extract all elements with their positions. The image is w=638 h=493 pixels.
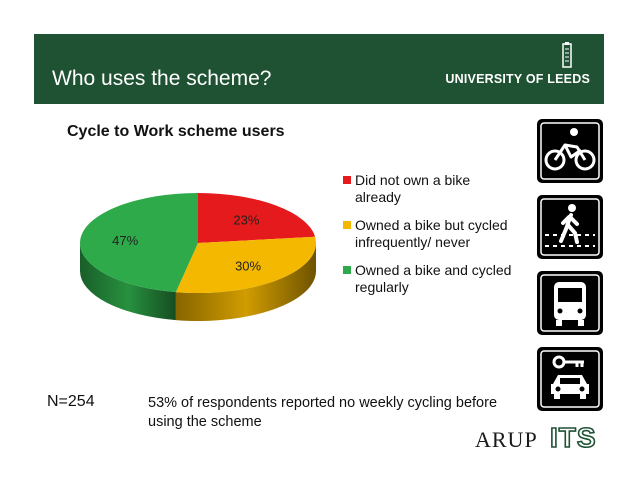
bus-icon [537, 271, 603, 335]
pie-slice [175, 236, 316, 293]
slide-title: Who uses the scheme? [52, 67, 272, 90]
university-crest-icon [562, 42, 572, 68]
pie-slice [79, 193, 198, 293]
pie-data-label: 47% [112, 233, 138, 248]
svg-text:ITS: ITS [550, 422, 597, 452]
legend-item: Did not own a bike already [343, 172, 513, 206]
legend-label: Owned a bike and cycled regularly [355, 262, 512, 295]
pie-slice [198, 193, 316, 243]
pie-side [80, 243, 176, 321]
header-banner: Who uses the scheme? UNIVERSITY OF LEEDS [34, 34, 604, 104]
legend-swatch [343, 221, 351, 229]
legend-item: Owned a bike and cycled regularly [343, 262, 513, 296]
pie-data-label: 30% [235, 259, 261, 274]
bicycle-icon [537, 119, 603, 183]
university-name: UNIVERSITY OF LEEDS [445, 72, 590, 86]
legend-item: Owned a bike but cycled infrequently/ ne… [343, 217, 513, 251]
pie-side [175, 243, 316, 321]
pedestrian-icon [537, 195, 603, 259]
arup-logo: ARUP [475, 427, 538, 452]
legend-label: Owned a bike but cycled infrequently/ ne… [355, 217, 508, 250]
chart-title: Cycle to Work scheme users [67, 123, 285, 140]
survey-note: 53% of respondents reported no weekly cy… [148, 395, 498, 430]
car-key-icon [537, 347, 603, 411]
sample-size-label: N=254 [47, 393, 95, 410]
legend-swatch [343, 266, 351, 274]
chart-legend: Did not own a bike already Owned a bike … [343, 172, 513, 307]
its-logo: ITS [549, 422, 597, 452]
pie-data-label: 23% [233, 213, 259, 228]
transport-icons [537, 119, 603, 423]
pie-chart: 23% 30% 47% [79, 193, 316, 321]
legend-label: Did not own a bike already [355, 172, 471, 205]
legend-swatch [343, 176, 351, 184]
